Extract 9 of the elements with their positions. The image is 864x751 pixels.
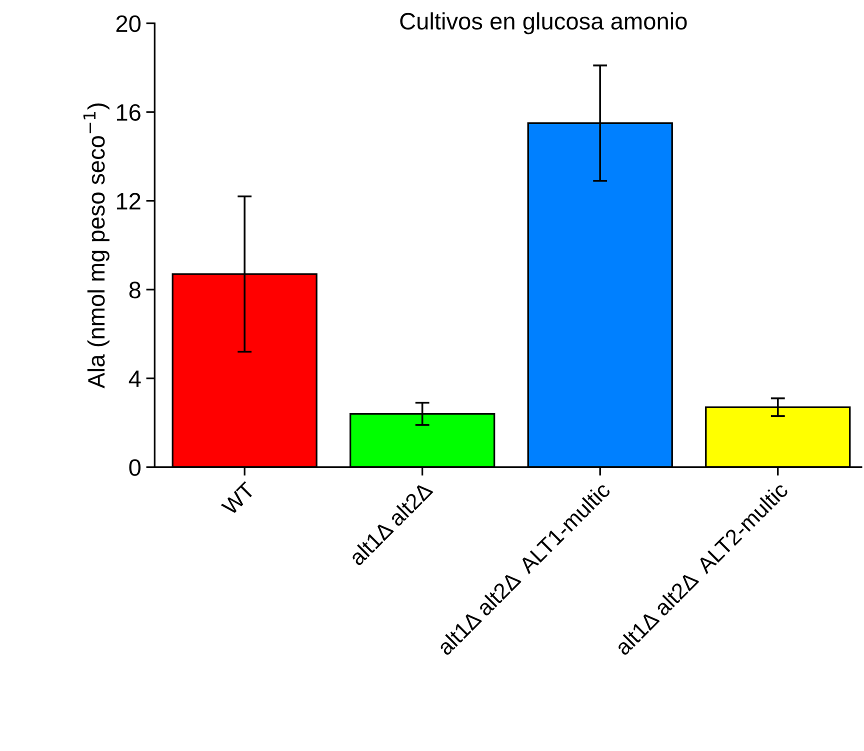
y-tick-label: 0 <box>129 459 141 476</box>
y-tick-label: 4 <box>128 370 141 387</box>
y-tick-label: 8 <box>129 282 140 298</box>
y-tick-label: 16 <box>117 104 140 121</box>
chart-title: Cultivos en glucosa amonio <box>400 12 687 34</box>
x-tick-label: WT <box>220 481 256 516</box>
y-tick-label: 20 <box>116 15 141 32</box>
y-tick-label: 12 <box>117 192 140 210</box>
y-axis-title: Ala (nmol mg peso seco$^{−1}$) <box>83 103 110 388</box>
